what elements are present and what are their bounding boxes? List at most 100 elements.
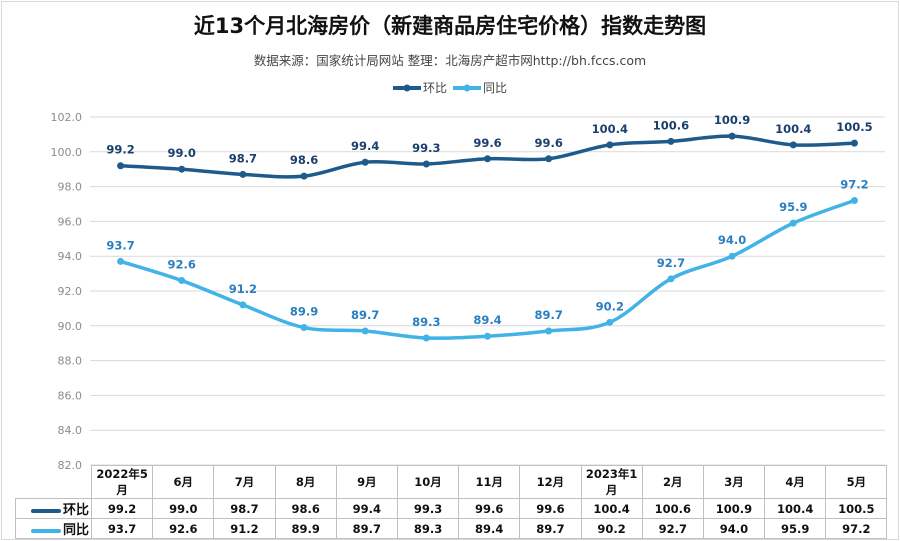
data-label: 99.6 — [473, 136, 501, 150]
table-cell: 99.4 — [335, 498, 398, 519]
table-cell: 99.3 — [396, 498, 460, 519]
table-cell: 89.4 — [458, 518, 521, 539]
legend-item: 环比 — [393, 81, 447, 95]
table-cell: 90.2 — [580, 518, 643, 539]
data-label: 97.2 — [840, 178, 868, 192]
data-label: 89.4 — [473, 313, 501, 327]
legend-label: 环比 — [423, 81, 447, 95]
x-tick-label: 5月 — [825, 465, 888, 499]
data-label: 99.3 — [412, 141, 440, 155]
data-label: 100.4 — [775, 122, 811, 136]
data-point — [422, 334, 430, 342]
data-label: 100.6 — [653, 118, 689, 132]
data-point — [606, 318, 614, 326]
data-label: 92.6 — [168, 258, 196, 272]
x-tick-label: 6月 — [152, 465, 215, 499]
legend-label: 同比 — [483, 81, 507, 95]
table-cell: 99.2 — [90, 498, 154, 519]
data-label: 100.9 — [714, 113, 750, 127]
y-tick-label: 98.0 — [58, 181, 83, 194]
data-point — [545, 155, 553, 163]
x-tick-label: 2022年5月 — [90, 465, 154, 499]
y-tick-label: 90.0 — [58, 320, 83, 333]
data-label: 90.2 — [596, 299, 624, 313]
table-cell: 89.7 — [519, 518, 582, 539]
data-point — [728, 252, 736, 260]
data-label: 95.9 — [779, 200, 807, 214]
data-point — [239, 301, 247, 309]
data-label: 91.2 — [229, 282, 257, 296]
table-cell: 89.9 — [274, 518, 337, 539]
data-point — [789, 141, 797, 149]
table-cell: 100.4 — [764, 498, 827, 519]
y-tick-label: 88.0 — [58, 355, 83, 368]
table-cell: 99.0 — [152, 498, 215, 519]
table-cell: 89.7 — [335, 518, 398, 539]
data-point — [484, 155, 491, 163]
table-series-label: 同比 — [15, 518, 92, 539]
data-point — [361, 327, 369, 335]
table-cell: 89.3 — [396, 518, 460, 539]
data-point — [239, 170, 247, 178]
chart-subtitle: 数据来源：国家统计局网站 整理：北海房产超市网http://bh.fccs.co… — [253, 53, 647, 68]
data-point — [361, 158, 369, 166]
x-tick-label: 9月 — [335, 465, 398, 499]
table-cell: 93.7 — [90, 518, 154, 539]
data-label: 100.5 — [836, 120, 872, 134]
table-cell: 100.9 — [702, 498, 766, 519]
data-point — [117, 162, 125, 170]
y-tick-label: 94.0 — [58, 250, 83, 263]
x-tick-label: 11月 — [458, 465, 521, 499]
table-cell: 94.0 — [702, 518, 766, 539]
data-point — [850, 139, 858, 147]
table-cell: 99.6 — [519, 498, 582, 519]
y-tick-label: 92.0 — [58, 285, 83, 298]
table-series-label: 环比 — [15, 498, 92, 519]
data-label: 98.7 — [229, 151, 257, 165]
table-cell: 91.2 — [213, 518, 276, 539]
data-table: 2022年5月 6月 7月 8月 9月 10月 11月 12月 2023年1月 2月 3月 4月 5月环… — [15, 465, 888, 539]
data-point — [422, 160, 430, 168]
data-point — [300, 172, 308, 180]
y-tick-label: 82.0 — [58, 459, 83, 472]
data-label: 93.7 — [106, 238, 134, 252]
x-tick-label: 2023年1月 — [580, 465, 643, 499]
data-point — [300, 324, 308, 332]
chart-title: 近13个月北海房价（新建商品房住宅价格）指数走势图 — [193, 14, 707, 38]
data-point — [850, 197, 858, 205]
data-label: 99.4 — [351, 139, 379, 153]
data-point — [606, 141, 614, 149]
data-point — [789, 219, 797, 227]
data-point — [178, 165, 186, 173]
table-cell: 92.6 — [152, 518, 215, 539]
x-tick-label: 7月 — [213, 465, 276, 499]
x-tick-label: 3月 — [702, 465, 766, 499]
data-label: 89.7 — [351, 308, 379, 322]
table-cell: 97.2 — [825, 518, 888, 539]
data-label: 99.0 — [168, 146, 196, 160]
data-point — [178, 277, 186, 285]
table-cell: 98.6 — [274, 498, 337, 519]
data-label: 89.9 — [290, 305, 318, 319]
y-tick-label: 84.0 — [58, 424, 83, 437]
x-tick-label: 2月 — [641, 465, 704, 499]
data-label: 98.6 — [290, 153, 318, 167]
y-tick-label: 86.0 — [58, 389, 83, 402]
x-tick-label: 10月 — [396, 465, 460, 499]
x-tick-label: 8月 — [274, 465, 337, 499]
y-tick-label: 100.0 — [51, 146, 83, 159]
legend-item: 同比 — [453, 81, 507, 95]
data-point — [667, 137, 675, 145]
table-cell: 99.6 — [458, 498, 521, 519]
data-label: 100.4 — [592, 122, 628, 136]
data-point — [667, 275, 675, 283]
data-point — [545, 327, 553, 335]
data-label: 92.7 — [657, 256, 685, 270]
table-cell: 100.6 — [641, 498, 704, 519]
data-point — [484, 332, 491, 340]
table-cell: 100.5 — [825, 498, 888, 519]
table-cell: 92.7 — [641, 518, 704, 539]
table-cell: 95.9 — [764, 518, 827, 539]
data-label: 89.7 — [534, 308, 562, 322]
